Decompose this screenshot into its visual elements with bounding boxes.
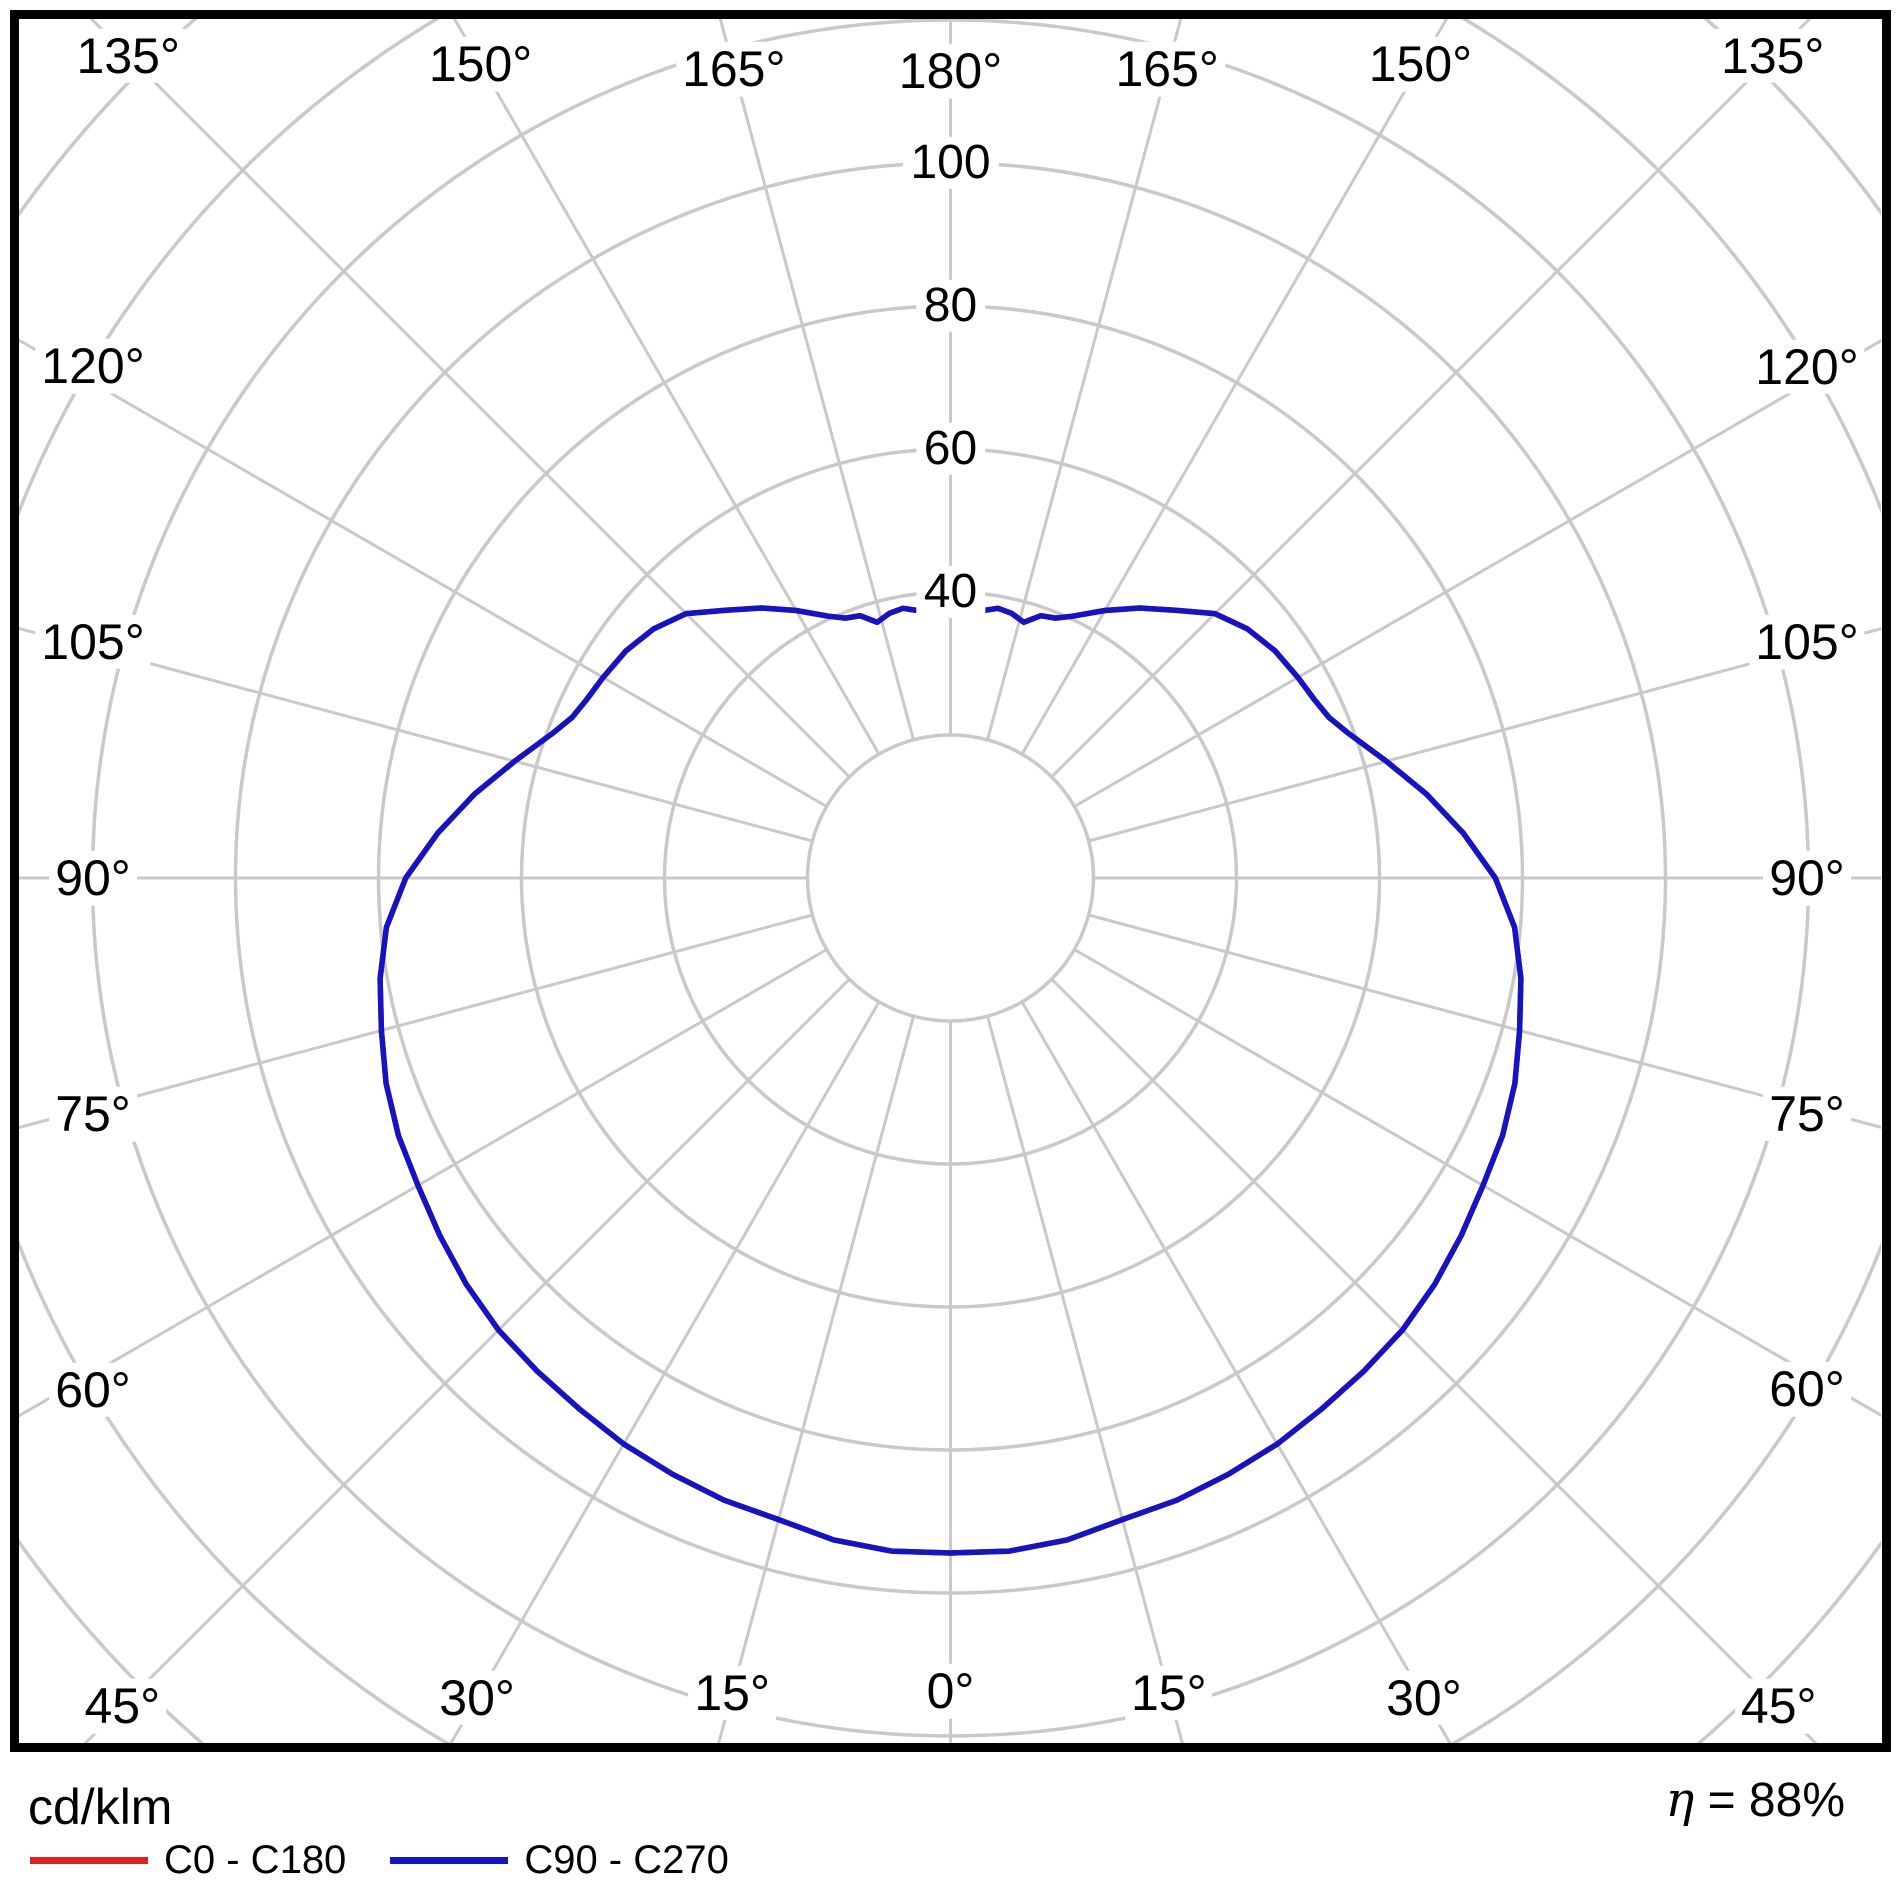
angle-label-15-left: 15° bbox=[688, 1665, 776, 1721]
grid-radial-105 bbox=[1088, 627, 1881, 843]
grid-radial-120 bbox=[1073, 339, 1881, 808]
angle-label-45-left: 45° bbox=[78, 1678, 167, 1734]
radial-value-label-60: 60 bbox=[915, 422, 986, 476]
angle-label-75-right: 75° bbox=[1763, 1086, 1851, 1142]
curve-C90-C270 bbox=[377, 605, 1524, 1556]
grid-radial-285 bbox=[19, 913, 813, 1130]
angle-label-30-left: 30° bbox=[433, 1670, 521, 1726]
angle-label-120-left: 120° bbox=[35, 338, 151, 394]
units-label: cd/klm bbox=[28, 1779, 173, 1835]
grid-radial-135 bbox=[1050, 19, 1812, 778]
radial-value-label-40: 40 bbox=[915, 565, 986, 619]
grid-radial-45 bbox=[1050, 978, 1818, 1743]
legend-c90-label: C90 - C270 bbox=[524, 1838, 729, 1882]
angle-label-15-right: 15° bbox=[1125, 1665, 1213, 1721]
angle-label-165-right: 165° bbox=[1109, 41, 1225, 97]
angle-label-120-right: 120° bbox=[1749, 339, 1865, 395]
grid-radial-210 bbox=[452, 19, 881, 755]
eta-symbol: η bbox=[1665, 1772, 1695, 1828]
radial-value-label-80: 80 bbox=[915, 279, 986, 333]
angle-label-90-left: 90° bbox=[49, 850, 137, 906]
angle-label-105-left: 105° bbox=[35, 614, 151, 670]
angle-label-135-right: 135° bbox=[1715, 28, 1831, 84]
angle-label-165-left: 165° bbox=[676, 41, 792, 97]
angle-label-150-left: 150° bbox=[422, 36, 539, 92]
angle-label-135-left: 135° bbox=[70, 28, 186, 84]
angle-label-60-left: 60° bbox=[49, 1362, 137, 1418]
grid-radial-330 bbox=[449, 1001, 881, 1743]
eta-value: = 88% bbox=[1707, 1774, 1845, 1827]
angle-label-60-right: 60° bbox=[1763, 1361, 1851, 1417]
angle-label-30-right: 30° bbox=[1380, 1670, 1468, 1726]
plot-border bbox=[10, 10, 1891, 1752]
angle-label-150-right: 150° bbox=[1362, 36, 1479, 92]
angle-label-180: 180° bbox=[892, 43, 1009, 99]
efficiency-label: η = 88% bbox=[1665, 1772, 1845, 1828]
grid-radial-225 bbox=[89, 19, 851, 778]
angle-label-45-right: 45° bbox=[1734, 1678, 1823, 1734]
angle-label-105-right: 105° bbox=[1749, 614, 1865, 670]
angle-label-0: 0° bbox=[920, 1663, 981, 1719]
grid-radial-240 bbox=[19, 338, 828, 808]
grid-radial-30 bbox=[1020, 1001, 1452, 1743]
legend-c0-swatch bbox=[30, 1856, 148, 1864]
grid-radial-150 bbox=[1020, 19, 1449, 755]
grid-radial-255 bbox=[19, 626, 813, 843]
legend-c0-label: C0 - C180 bbox=[164, 1838, 347, 1882]
angle-label-75-left: 75° bbox=[49, 1086, 137, 1142]
legend-c90-swatch bbox=[390, 1856, 509, 1864]
grid-radial-75 bbox=[1088, 913, 1881, 1129]
angle-label-90-right: 90° bbox=[1763, 850, 1851, 906]
legend: C0 - C180 C90 - C270 bbox=[30, 1840, 729, 1880]
grid-radial-300 bbox=[19, 948, 828, 1418]
grid-radial-315 bbox=[83, 978, 851, 1743]
radial-value-label-100: 100 bbox=[902, 136, 999, 190]
grid-radial-60 bbox=[1073, 948, 1881, 1417]
